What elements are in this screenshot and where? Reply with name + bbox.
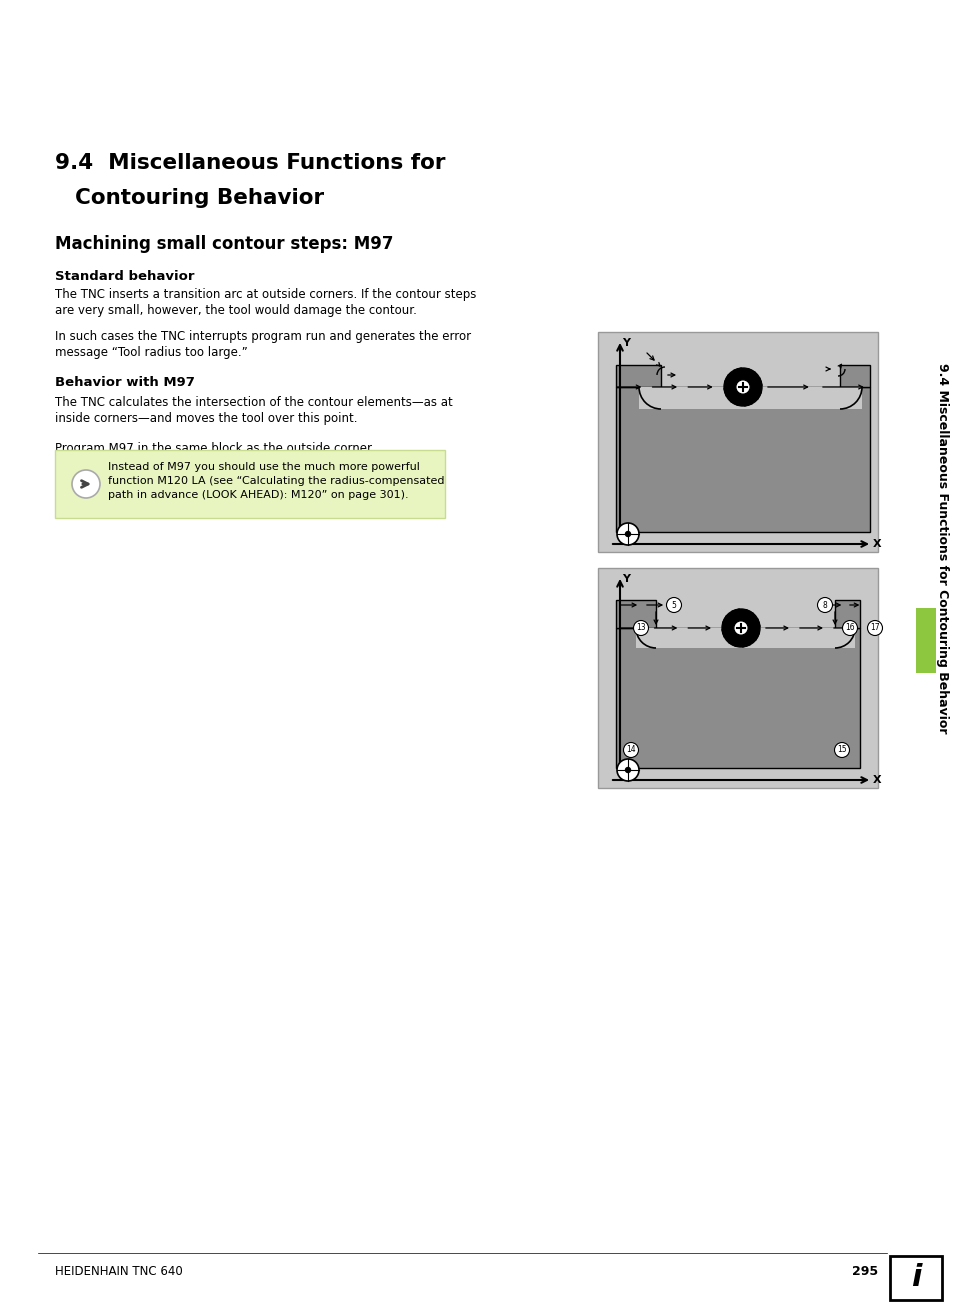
Polygon shape	[840, 387, 862, 409]
Circle shape	[817, 598, 832, 612]
Polygon shape	[636, 628, 656, 647]
Polygon shape	[730, 390, 740, 405]
Circle shape	[617, 759, 639, 781]
Polygon shape	[748, 619, 760, 632]
Circle shape	[617, 523, 639, 545]
Circle shape	[723, 368, 761, 405]
Text: are very small, however, the tool would damage the contour.: are very small, however, the tool would …	[55, 303, 416, 317]
Circle shape	[71, 470, 100, 498]
Polygon shape	[639, 387, 660, 409]
Polygon shape	[728, 632, 738, 646]
Text: HEIDENHAIN TNC 640: HEIDENHAIN TNC 640	[55, 1265, 183, 1278]
Text: 16: 16	[844, 624, 854, 633]
Text: 13: 13	[636, 624, 645, 633]
Circle shape	[834, 743, 848, 757]
Polygon shape	[724, 375, 739, 385]
Bar	[636, 628, 854, 647]
Text: 17: 17	[869, 624, 879, 633]
Text: 8: 8	[821, 600, 826, 610]
Text: Y: Y	[621, 574, 629, 583]
Circle shape	[623, 743, 638, 757]
Bar	[834, 600, 859, 628]
Text: message “Tool radius too large.”: message “Tool radius too large.”	[55, 347, 248, 358]
Text: Contouring Behavior: Contouring Behavior	[75, 188, 324, 208]
Circle shape	[666, 598, 680, 612]
Polygon shape	[745, 390, 760, 399]
Polygon shape	[722, 616, 737, 625]
Circle shape	[625, 768, 630, 773]
Text: function M120 LA (see “Calculating the radius-compensated: function M120 LA (see “Calculating the r…	[108, 476, 444, 487]
Text: The TNC calculates the intersection of the contour elements—as at: The TNC calculates the intersection of t…	[55, 396, 453, 409]
Text: The TNC inserts a transition arc at outside corners. If the contour steps: The TNC inserts a transition arc at outs…	[55, 288, 476, 301]
Text: In such cases the TNC interrupts program run and generates the error: In such cases the TNC interrupts program…	[55, 330, 471, 343]
Text: Machining small contour steps: M97: Machining small contour steps: M97	[55, 235, 393, 252]
FancyBboxPatch shape	[55, 450, 444, 518]
Polygon shape	[744, 369, 754, 383]
Bar	[889, 1256, 941, 1300]
Text: 9.4 Miscellaneous Functions for Contouring Behavior: 9.4 Miscellaneous Functions for Contouri…	[936, 362, 948, 734]
Bar	[915, 608, 935, 674]
Text: 14: 14	[625, 746, 635, 755]
Circle shape	[735, 379, 749, 394]
Bar	[840, 365, 869, 387]
Text: Y: Y	[621, 337, 629, 348]
Text: X: X	[872, 539, 881, 549]
Text: 5: 5	[671, 600, 676, 610]
Polygon shape	[721, 625, 733, 637]
Text: Behavior with M97: Behavior with M97	[55, 375, 194, 388]
Text: 295: 295	[851, 1265, 877, 1278]
Circle shape	[625, 531, 630, 536]
Circle shape	[733, 621, 747, 636]
Polygon shape	[737, 636, 749, 647]
Circle shape	[841, 620, 857, 636]
Polygon shape	[742, 610, 752, 625]
Bar	[616, 365, 660, 387]
Bar	[616, 600, 656, 628]
Bar	[639, 387, 862, 409]
Polygon shape	[733, 368, 745, 379]
Text: Instead of M97 you should use the much more powerful: Instead of M97 you should use the much m…	[108, 462, 419, 472]
Polygon shape	[834, 628, 854, 647]
Bar	[598, 332, 877, 552]
Text: 15: 15	[837, 746, 846, 755]
Text: 9.4  Miscellaneous Functions for: 9.4 Miscellaneous Functions for	[55, 153, 445, 173]
Circle shape	[633, 620, 648, 636]
Polygon shape	[739, 395, 751, 405]
Bar	[616, 387, 869, 532]
Text: Standard behavior: Standard behavior	[55, 269, 194, 283]
Text: X: X	[872, 776, 881, 785]
Polygon shape	[750, 378, 761, 390]
Circle shape	[866, 620, 882, 636]
Text: i: i	[910, 1264, 921, 1292]
Circle shape	[721, 610, 760, 647]
Text: inside corners—and moves the tool over this point.: inside corners—and moves the tool over t…	[55, 412, 357, 425]
Text: path in advance (LOOK AHEAD): M120” on page 301).: path in advance (LOOK AHEAD): M120” on p…	[108, 490, 408, 500]
Text: Program M97 in the same block as the outside corner.: Program M97 in the same block as the out…	[55, 442, 375, 455]
Polygon shape	[731, 610, 743, 620]
Polygon shape	[723, 383, 735, 396]
Bar	[598, 568, 877, 787]
Polygon shape	[743, 630, 759, 640]
Bar	[616, 628, 859, 768]
